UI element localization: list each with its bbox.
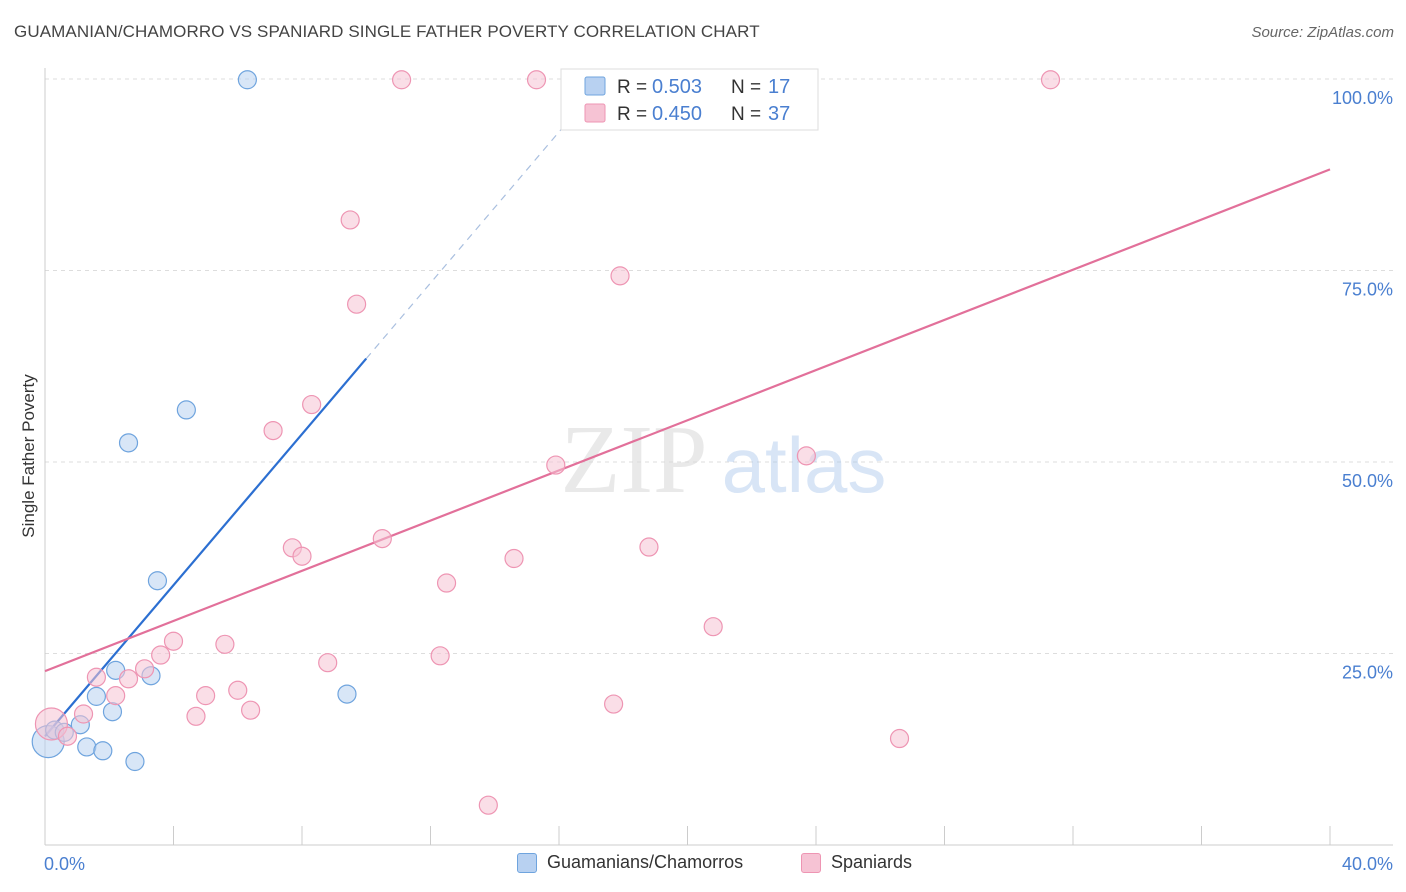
stats-n-value-1: 37 bbox=[768, 103, 790, 125]
spaniard-point-31 bbox=[610, 266, 630, 286]
spaniard-point-11 bbox=[215, 634, 235, 654]
guamanian-point-7 bbox=[102, 702, 123, 722]
spaniard-point-1 bbox=[57, 726, 78, 746]
labels-layer: 25.0% 50.0% 75.0% 100.0% 0.0% 40.0% Single Fat… bbox=[19, 88, 1393, 874]
spaniard-point-36 bbox=[1040, 70, 1061, 90]
legend-item-guamanians[interactable]: Guamanians/Chamorros bbox=[517, 852, 743, 873]
legend-swatch-pink bbox=[801, 852, 821, 873]
spaniard-point-19 bbox=[340, 210, 360, 230]
y-tick-label-75: 75.0% bbox=[1342, 280, 1393, 300]
y-tick-label-100: 100.0% bbox=[1332, 88, 1393, 108]
spaniard-point-24 bbox=[436, 573, 457, 593]
spaniard-point-25 bbox=[478, 795, 498, 815]
guamanian-point-12 bbox=[147, 571, 168, 591]
spaniard-point-17 bbox=[302, 394, 322, 415]
x-tick-label-max: 40.0% bbox=[1342, 854, 1393, 874]
y-tick-label-25: 25.0% bbox=[1342, 663, 1393, 683]
axis-layer bbox=[44, 68, 1393, 846]
spaniard-point-28 bbox=[546, 455, 566, 475]
spaniard-trend-line bbox=[44, 168, 1331, 673]
spaniard-point-30 bbox=[604, 694, 624, 714]
stats-n-label-1: N = bbox=[731, 104, 761, 125]
spaniard-point-3 bbox=[86, 667, 107, 687]
y-axis-label: Single Father Poverty bbox=[19, 374, 38, 538]
stats-legend: R = 0.503 N = 17 R = 0.450 N = 37 bbox=[560, 68, 819, 131]
spaniard-point-10 bbox=[196, 686, 216, 706]
guamanian-point-14 bbox=[237, 70, 257, 90]
grid-layer bbox=[45, 78, 1393, 654]
spaniard-point-14 bbox=[263, 420, 283, 441]
spaniard-point-12 bbox=[228, 680, 248, 700]
stats-swatch-blue bbox=[584, 76, 606, 96]
spaniard-point-34 bbox=[796, 446, 816, 466]
guamanian-point-13 bbox=[176, 400, 196, 420]
stats-r-value-0: 0.503 bbox=[652, 76, 702, 98]
stats-r-value-1: 0.450 bbox=[652, 103, 702, 125]
spaniard-point-21 bbox=[372, 528, 392, 549]
spaniard-point-4 bbox=[106, 686, 126, 706]
bottom-legend: Guamanians/Chamorros Spaniards bbox=[0, 852, 1406, 878]
source-label: Source: ZipAtlas.com bbox=[1251, 24, 1394, 41]
spaniard-point-5 bbox=[118, 669, 139, 689]
spaniard-point-9 bbox=[186, 706, 206, 726]
stats-n-label-0: N = bbox=[731, 77, 761, 98]
legend-swatch-blue bbox=[517, 852, 537, 873]
spaniard-point-13 bbox=[241, 700, 261, 720]
points-layer bbox=[31, 70, 1061, 815]
spaniard-point-32 bbox=[639, 537, 659, 557]
stats-n-value-0: 17 bbox=[768, 76, 790, 98]
spaniard-point-27 bbox=[526, 70, 547, 90]
stats-r-label-0: R = bbox=[617, 77, 647, 98]
legend-label-spaniards: Spaniards bbox=[831, 852, 913, 872]
guamanian-point-10 bbox=[118, 433, 139, 453]
watermark: ZIP atlas bbox=[561, 406, 887, 514]
legend-label-guamanians: Guamanians/Chamorros bbox=[547, 852, 744, 872]
stats-r-label-1: R = bbox=[617, 104, 647, 125]
guamanian-point-9 bbox=[125, 751, 145, 772]
guamanian-point-4 bbox=[77, 737, 97, 757]
x-tick-label-min: 0.0% bbox=[44, 854, 85, 874]
guamanian-point-6 bbox=[93, 741, 113, 761]
guamanian-point-5 bbox=[86, 686, 107, 706]
spaniard-point-23 bbox=[430, 646, 450, 666]
spaniard-point-33 bbox=[703, 617, 723, 637]
spaniard-point-8 bbox=[163, 631, 184, 651]
stats-swatch-pink bbox=[584, 103, 606, 123]
spaniard-point-22 bbox=[391, 70, 412, 90]
guamanian-point-15 bbox=[337, 684, 357, 704]
spaniard-point-26 bbox=[504, 548, 524, 569]
chart-title: GUAMANIAN/CHAMORRO VS SPANIARD SINGLE FA… bbox=[14, 22, 760, 41]
spaniard-point-6 bbox=[134, 659, 155, 679]
spaniard-point-18 bbox=[318, 653, 338, 673]
y-tick-label-50: 50.0% bbox=[1342, 471, 1393, 491]
spaniard-point-35 bbox=[889, 728, 910, 749]
spaniard-point-16 bbox=[292, 546, 312, 566]
legend-item-spaniards[interactable]: Spaniards bbox=[801, 852, 912, 873]
spaniard-point-20 bbox=[347, 294, 367, 314]
spaniard-point-2 bbox=[73, 704, 94, 724]
spaniard-point-7 bbox=[151, 645, 171, 665]
